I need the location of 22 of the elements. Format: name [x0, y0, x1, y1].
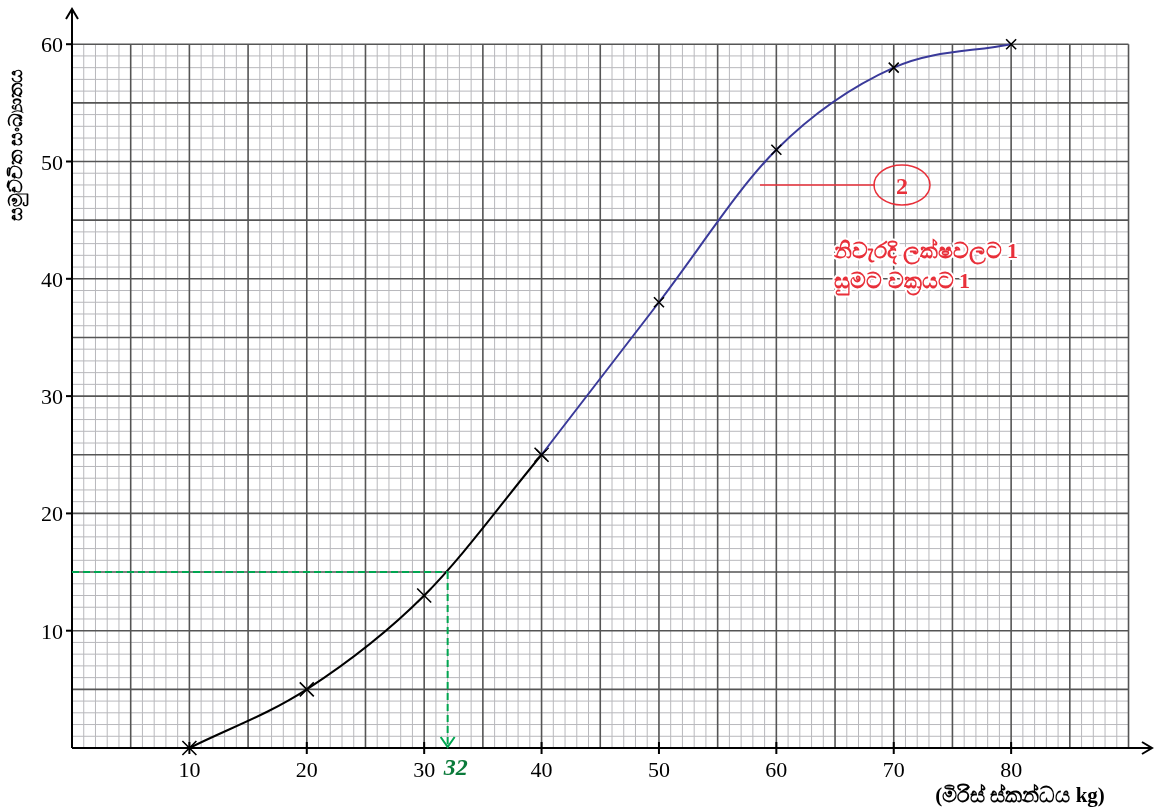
x-tick-label: 70 — [882, 757, 905, 782]
y-tick-label: 50 — [41, 149, 63, 175]
x-tick-label: 20 — [295, 757, 318, 782]
x-tick-label: 80 — [1000, 757, 1023, 782]
point — [181, 740, 198, 756]
y-tick-label: 20 — [41, 501, 63, 527]
annotation: 2 — [896, 173, 908, 199]
y-tick-label: 30 — [41, 384, 63, 410]
x-tick-label: 40 — [530, 757, 553, 782]
ref-line-x: 32 — [439, 571, 468, 780]
y-axis-title: සමුච්චිත සංඛ්‍යාතය — [5, 68, 29, 222]
y-tick-label: 40 — [41, 266, 63, 292]
x-tick-label: 50 — [647, 757, 670, 782]
point — [298, 681, 315, 698]
x-axis-title: (මිරිස් ස්කන්ධය kg) — [935, 783, 1105, 807]
x-tick-label: 30 — [413, 757, 436, 782]
x-tick-label: 10 — [178, 757, 201, 782]
y-tick-label: 60 — [41, 32, 63, 58]
x-tick-label: 60 — [765, 757, 788, 782]
y-tick-label: 10 — [41, 618, 63, 644]
ref-line-label: 32 — [442, 754, 468, 780]
point — [416, 587, 432, 604]
